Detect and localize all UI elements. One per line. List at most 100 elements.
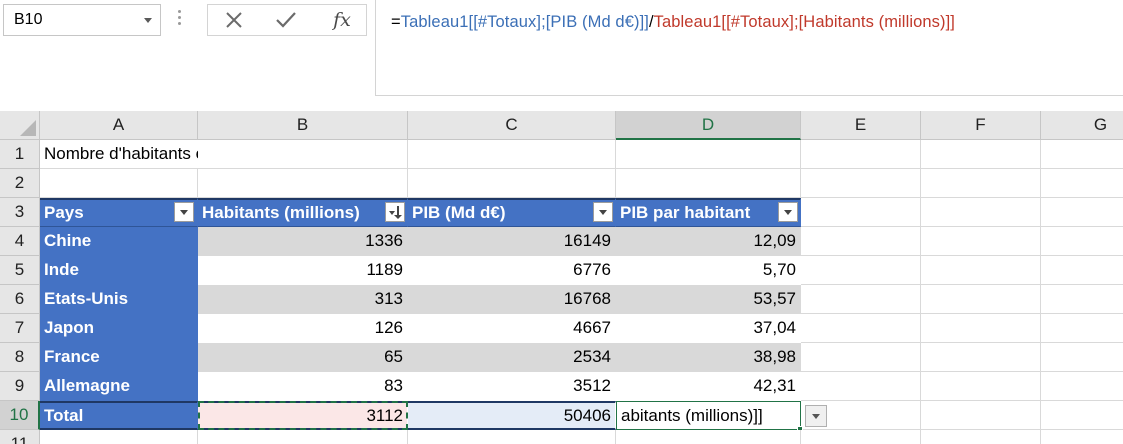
name-box[interactable]: B10 [3,4,161,36]
cell-b2[interactable] [198,169,408,198]
table-header-pays[interactable]: Pays [40,198,198,227]
filter-dropdown-icon[interactable] [778,202,798,222]
row-header-9[interactable]: 9 [0,372,40,401]
chevron-down-icon[interactable] [144,18,152,23]
cell-f6[interactable] [921,285,1041,314]
table-cell-pib-habitant[interactable]: 42,31 [616,372,801,401]
column-header-f[interactable]: F [921,111,1041,140]
table-cell-country[interactable]: Japon [40,314,198,343]
cell-f2[interactable] [921,169,1041,198]
cell-a11[interactable] [40,430,198,444]
cell-f8[interactable] [921,343,1041,372]
column-header-a[interactable]: A [40,111,198,140]
row-header-4[interactable]: 4 [0,227,40,256]
table-cell-country[interactable]: Chine [40,227,198,256]
cell-c1[interactable] [408,140,616,169]
cell-e11[interactable] [801,430,921,444]
cell-g2[interactable] [1041,169,1123,198]
cell-f10[interactable] [921,401,1041,430]
cell-g1[interactable] [1041,140,1123,169]
cell-f4[interactable] [921,227,1041,256]
table-total-pib[interactable]: 50406 [408,401,616,430]
cell-e1[interactable] [801,140,921,169]
table-cell-pib-habitant[interactable]: 5,70 [616,256,801,285]
cell-e7[interactable] [801,314,921,343]
cell-f11[interactable] [921,430,1041,444]
cell-f3[interactable] [921,198,1041,227]
table-cell-pib[interactable]: 4667 [408,314,616,343]
table-cell-pib[interactable]: 16149 [408,227,616,256]
cell-g5[interactable] [1041,256,1123,285]
cell-d1[interactable] [616,140,801,169]
check-icon[interactable] [266,5,306,35]
table-cell-habitants[interactable]: 1336 [198,227,408,256]
formula-input[interactable]: =Tableau1[[#Totaux];[PIB (Md d€)]]/Table… [375,0,1123,96]
column-header-c[interactable]: C [408,111,616,140]
table-total-pib-habitant-editing[interactable]: abitants (millions)]] [616,401,801,430]
cell-g6[interactable] [1041,285,1123,314]
cell-c2[interactable] [408,169,616,198]
column-header-g[interactable]: G [1041,111,1123,140]
column-header-e[interactable]: E [801,111,921,140]
table-cell-country[interactable]: Allemagne [40,372,198,401]
cell-g4[interactable] [1041,227,1123,256]
table-header-pib-habitant[interactable]: PIB par habitant [616,198,801,227]
row-header-11[interactable]: 11 [0,430,40,444]
table-total-habitants[interactable]: 3112 [198,401,408,430]
row-header-3[interactable]: 3 [0,198,40,227]
cell-f7[interactable] [921,314,1041,343]
table-cell-habitants[interactable]: 1189 [198,256,408,285]
table-cell-pib[interactable]: 6776 [408,256,616,285]
table-header-pib[interactable]: PIB (Md d€) [408,198,616,227]
table-cell-habitants[interactable]: 65 [198,343,408,372]
table-cell-pib[interactable]: 16768 [408,285,616,314]
table-cell-pib-habitant[interactable]: 37,04 [616,314,801,343]
cell-g9[interactable] [1041,372,1123,401]
insert-function-button[interactable]: fx [333,9,351,31]
cell-f5[interactable] [921,256,1041,285]
cell-g11[interactable] [1041,430,1123,444]
sort-descending-icon[interactable] [385,202,405,222]
table-cell-country[interactable]: Etats-Unis [40,285,198,314]
table-cell-pib-habitant[interactable]: 12,09 [616,227,801,256]
cell-g7[interactable] [1041,314,1123,343]
grip-icon[interactable] [176,10,182,30]
table-cell-pib[interactable]: 3512 [408,372,616,401]
cell-g8[interactable] [1041,343,1123,372]
cell-b1[interactable] [198,140,408,169]
table-cell-habitants[interactable]: 313 [198,285,408,314]
cell-f9[interactable] [921,372,1041,401]
cell-f1[interactable] [921,140,1041,169]
filter-dropdown-icon[interactable] [174,202,194,222]
cell-g10[interactable] [1041,401,1123,430]
total-dropdown-icon[interactable] [805,405,827,427]
cell-e2[interactable] [801,169,921,198]
table-cell-pib-habitant[interactable]: 53,57 [616,285,801,314]
cell-e8[interactable] [801,343,921,372]
cell-e4[interactable] [801,227,921,256]
row-header-2[interactable]: 2 [0,169,40,198]
row-header-6[interactable]: 6 [0,285,40,314]
row-header-10[interactable]: 10 [0,401,40,430]
table-cell-country[interactable]: France [40,343,198,372]
table-cell-pib-habitant[interactable]: 38,98 [616,343,801,372]
cell-e5[interactable] [801,256,921,285]
cell-c11[interactable] [408,430,616,444]
row-header-1[interactable]: 1 [0,140,40,169]
table-total-label[interactable]: Total [40,401,198,430]
row-header-8[interactable]: 8 [0,343,40,372]
close-icon[interactable] [214,5,254,35]
cell-e9[interactable] [801,372,921,401]
table-cell-habitants[interactable]: 83 [198,372,408,401]
table-cell-pib[interactable]: 2534 [408,343,616,372]
cell-d11[interactable] [616,430,801,444]
select-all-button[interactable] [0,111,40,140]
filter-dropdown-icon[interactable] [593,202,613,222]
cell-a2[interactable] [40,169,198,198]
cell-d2[interactable] [616,169,801,198]
cell-e6[interactable] [801,285,921,314]
table-cell-country[interactable]: Inde [40,256,198,285]
column-header-d[interactable]: D [616,111,801,140]
formula-text[interactable]: =Tableau1[[#Totaux];[PIB (Md d€)]]/Table… [391,13,955,32]
cell-e3[interactable] [801,198,921,227]
